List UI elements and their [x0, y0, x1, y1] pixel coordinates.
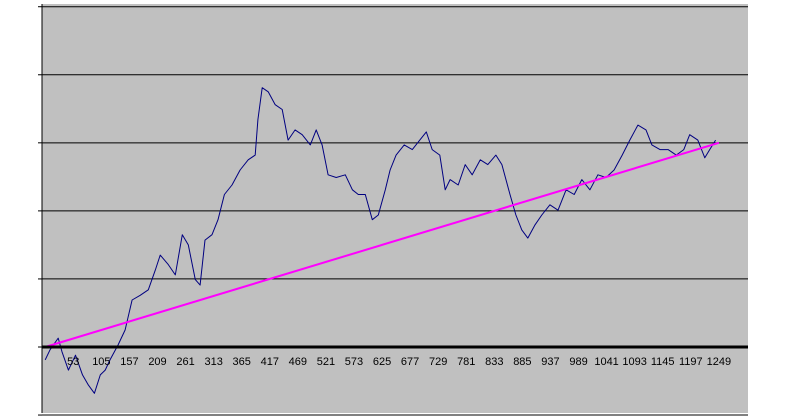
x-tick-label: 53: [67, 356, 79, 368]
x-tick-label: 573: [345, 356, 363, 368]
x-tick-label: 937: [541, 356, 559, 368]
x-tick-label: 313: [204, 356, 222, 368]
x-tick-label: 469: [289, 356, 307, 368]
x-tick-label: 105: [92, 356, 110, 368]
data-line: [44, 141, 720, 348]
x-tick-label: 885: [513, 356, 531, 368]
x-tick-label: 1041: [594, 356, 618, 368]
x-tick-label: 209: [148, 356, 166, 368]
x-tick-label: 1197: [679, 356, 703, 368]
x-tick-label: 417: [261, 356, 279, 368]
x-tick-label: 729: [429, 356, 447, 368]
x-tick-label: 261: [176, 356, 194, 368]
x-tick-label: 833: [485, 356, 503, 368]
x-tick-label: 1249: [707, 356, 731, 368]
plot-area: [42, 4, 748, 413]
x-tick-label: 1093: [622, 356, 646, 368]
x-tick-label: 625: [373, 356, 391, 368]
x-tick-label: 781: [457, 356, 475, 368]
x-tick-label: 677: [401, 356, 419, 368]
x-tick-label: 1145: [651, 356, 675, 368]
x-tick-label: 365: [233, 356, 251, 368]
x-tick-label: 989: [569, 356, 587, 368]
x-tick-label: 157: [120, 356, 138, 368]
x-tick-label: 521: [317, 356, 335, 368]
